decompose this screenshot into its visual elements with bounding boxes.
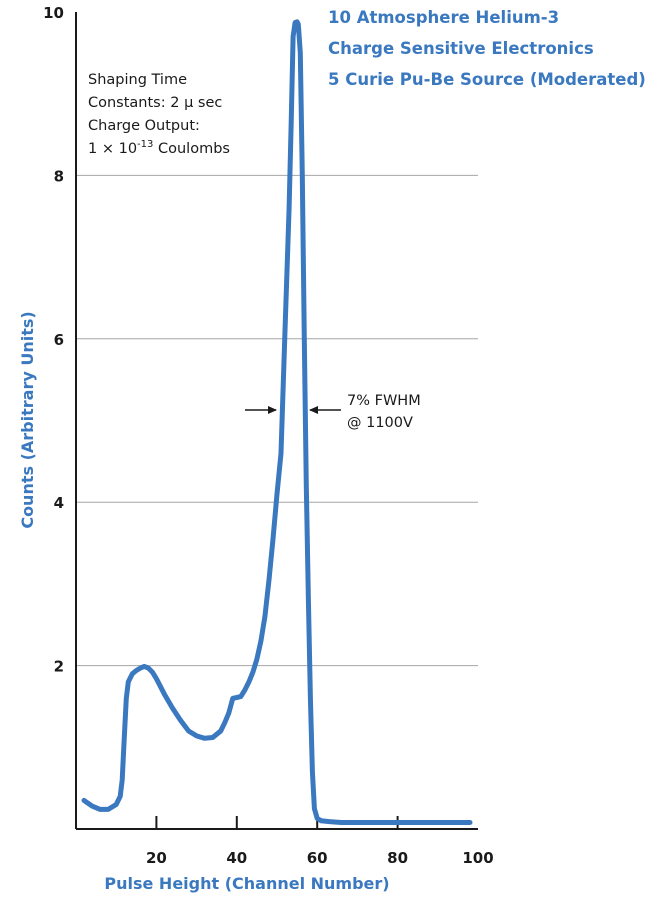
conditions-line-4: 1 × 10-13 Coulombs [88, 139, 230, 157]
y-axis-title: Counts (Arbitrary Units) [18, 311, 37, 528]
conditions-line-4-exponent: -13 [137, 139, 153, 150]
fwhm-label-line-1: 7% FWHM [347, 393, 421, 409]
x-tick-label-20: 20 [146, 849, 167, 867]
conditions-annotation: Shaping Time Constants: 2 μ sec Charge O… [88, 72, 230, 157]
y-tick-label-10: 10 [43, 4, 64, 22]
x-tick-label-100: 100 [462, 849, 493, 867]
pulse-height-spectrum-line [81, 19, 473, 825]
chart-title: 10 Atmosphere Helium-3 Charge Sensitive … [328, 8, 646, 89]
x-tick-label-80: 80 [387, 849, 408, 867]
y-tick-label-8: 8 [54, 167, 64, 185]
x-tick-label-60: 60 [307, 849, 328, 867]
fwhm-label-line-2: @ 1100V [347, 415, 413, 431]
y-tick-label-2: 2 [54, 658, 64, 676]
y-tick-label-6: 6 [54, 331, 64, 349]
title-line-1: 10 Atmosphere Helium-3 [328, 8, 559, 27]
x-tick-label-40: 40 [226, 849, 247, 867]
x-axis-title: Pulse Height (Channel Number) [104, 874, 389, 893]
title-line-3: 5 Curie Pu-Be Source (Moderated) [328, 70, 646, 89]
conditions-line-2: Constants: 2 μ sec [88, 95, 222, 111]
conditions-line-1: Shaping Time [88, 72, 187, 88]
gridlines [76, 174, 478, 667]
conditions-line-3: Charge Output: [88, 118, 200, 134]
conditions-line-4-suffix: Coulombs [153, 141, 230, 157]
y-tick-label-4: 4 [54, 494, 64, 512]
title-line-2: Charge Sensitive Electronics [328, 39, 594, 58]
axis-ticks: 20 40 60 80 100 2 4 6 8 10 [43, 4, 494, 867]
conditions-line-4-prefix: 1 × 10 [88, 141, 137, 157]
fwhm-annotation: 7% FWHM @ 1100V [245, 393, 421, 431]
